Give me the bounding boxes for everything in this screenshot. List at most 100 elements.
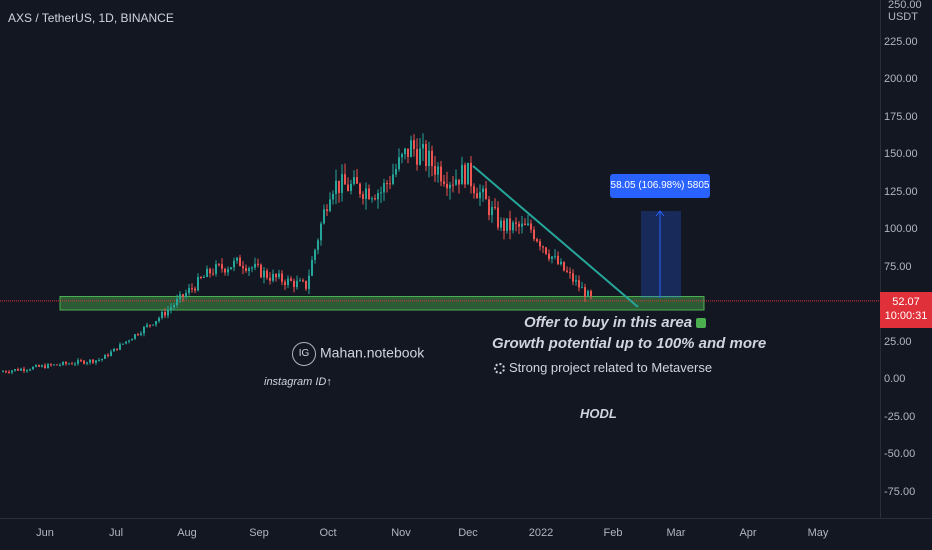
y-tick-label: 125.00	[884, 185, 918, 198]
candle-body	[404, 148, 406, 155]
note-offer: Offer to buy in this area	[524, 314, 707, 331]
candle-body	[86, 362, 88, 364]
note-growth: Growth potential up to 100% and more	[492, 335, 767, 352]
candle-body	[518, 223, 520, 227]
candle-body	[512, 222, 514, 231]
candle-body	[410, 140, 412, 157]
candle-body	[17, 369, 19, 371]
candle-body	[23, 368, 25, 371]
candle-body	[140, 333, 142, 335]
candle-body	[134, 334, 136, 339]
candle-body	[554, 255, 556, 257]
candle-body	[359, 183, 361, 195]
candle-body	[113, 348, 115, 352]
candle-body	[131, 338, 133, 341]
candle-body	[248, 268, 250, 271]
candle-body	[14, 369, 16, 371]
candle-body	[2, 371, 4, 373]
candle-body	[239, 257, 241, 267]
candle-body	[32, 366, 34, 370]
candle-body	[83, 360, 85, 364]
x-tick-label: Jun	[36, 527, 54, 539]
candle-body	[182, 294, 184, 297]
y-tick-label: -50.00	[884, 448, 916, 460]
candle-body	[260, 264, 262, 278]
y-tick-label: -75.00	[884, 485, 916, 498]
candle-body	[317, 240, 319, 250]
candle-body	[524, 223, 526, 226]
candle-body	[476, 193, 478, 199]
candle-body	[458, 179, 460, 185]
candle-body	[380, 192, 382, 194]
candle-body	[35, 365, 37, 367]
time-axis-border	[0, 518, 932, 519]
measure-label: 58.05 (106.98%) 5805	[610, 174, 710, 198]
candle-body	[212, 273, 214, 275]
candle-body	[167, 309, 169, 316]
candles-group	[2, 133, 592, 375]
candle-body	[431, 150, 433, 167]
candle-body	[371, 198, 373, 200]
measure-arrow-head	[655, 210, 665, 217]
candle-body	[344, 174, 346, 185]
candle-body	[434, 166, 436, 175]
y-tick-label: 200.00	[884, 73, 918, 85]
candle-body	[293, 280, 295, 288]
candle-body	[545, 247, 547, 254]
candle-body	[383, 183, 385, 193]
candle-body	[95, 360, 97, 363]
candle-body	[362, 194, 364, 199]
candle-body	[50, 364, 52, 366]
candle-body	[485, 188, 487, 200]
candle-body	[329, 199, 331, 212]
candle-body	[227, 269, 229, 273]
y-tick-label: 75.00	[884, 260, 912, 273]
candle-body	[215, 264, 217, 274]
candle-body	[464, 164, 466, 185]
candle-body	[278, 273, 280, 278]
candle-body	[407, 148, 409, 157]
candle-body	[122, 343, 124, 345]
y-tick-label: 150.00	[884, 148, 918, 160]
last-price-tag: 52.07 10:00:31	[880, 292, 932, 328]
candle-body	[422, 143, 424, 149]
candle-body	[551, 256, 553, 259]
candle-body	[440, 166, 442, 182]
candle-body	[152, 324, 154, 326]
candle-body	[200, 277, 202, 279]
candle-body	[338, 180, 340, 193]
candle-body	[320, 223, 322, 241]
candle-body	[155, 321, 157, 325]
measure-box[interactable]	[641, 211, 681, 298]
candle-body	[20, 368, 22, 371]
author-signature: IG Mahan.notebook	[292, 342, 424, 366]
candle-body	[233, 260, 235, 268]
candle-body	[5, 371, 7, 373]
candle-body	[395, 169, 397, 175]
candle-body	[308, 275, 310, 289]
candle-body	[263, 270, 265, 278]
candle-body	[170, 307, 172, 310]
candle-body	[497, 207, 499, 228]
candle-body	[302, 280, 304, 282]
candle-body	[455, 179, 457, 185]
candle-body	[563, 261, 565, 271]
last-price-value: 52.07	[892, 296, 920, 308]
descending-trendline[interactable]	[472, 165, 639, 308]
author-logo-icon: IG	[292, 342, 316, 366]
candle-body	[353, 177, 355, 184]
candle-body	[590, 290, 592, 297]
x-tick-label: Sep	[249, 527, 269, 539]
candle-body	[53, 364, 55, 366]
candle-body	[347, 184, 349, 191]
candle-body	[575, 280, 577, 282]
candle-body	[323, 209, 325, 224]
y-top-cut-label: 250.00	[888, 0, 922, 9]
y-tick-label: 100.00	[884, 223, 918, 235]
x-tick-label: Feb	[603, 527, 623, 539]
candle-body	[176, 298, 178, 306]
x-tick-label: 2022	[528, 527, 554, 539]
note-project: Strong project related to Metaverse	[494, 360, 712, 375]
candle-body	[47, 364, 49, 369]
